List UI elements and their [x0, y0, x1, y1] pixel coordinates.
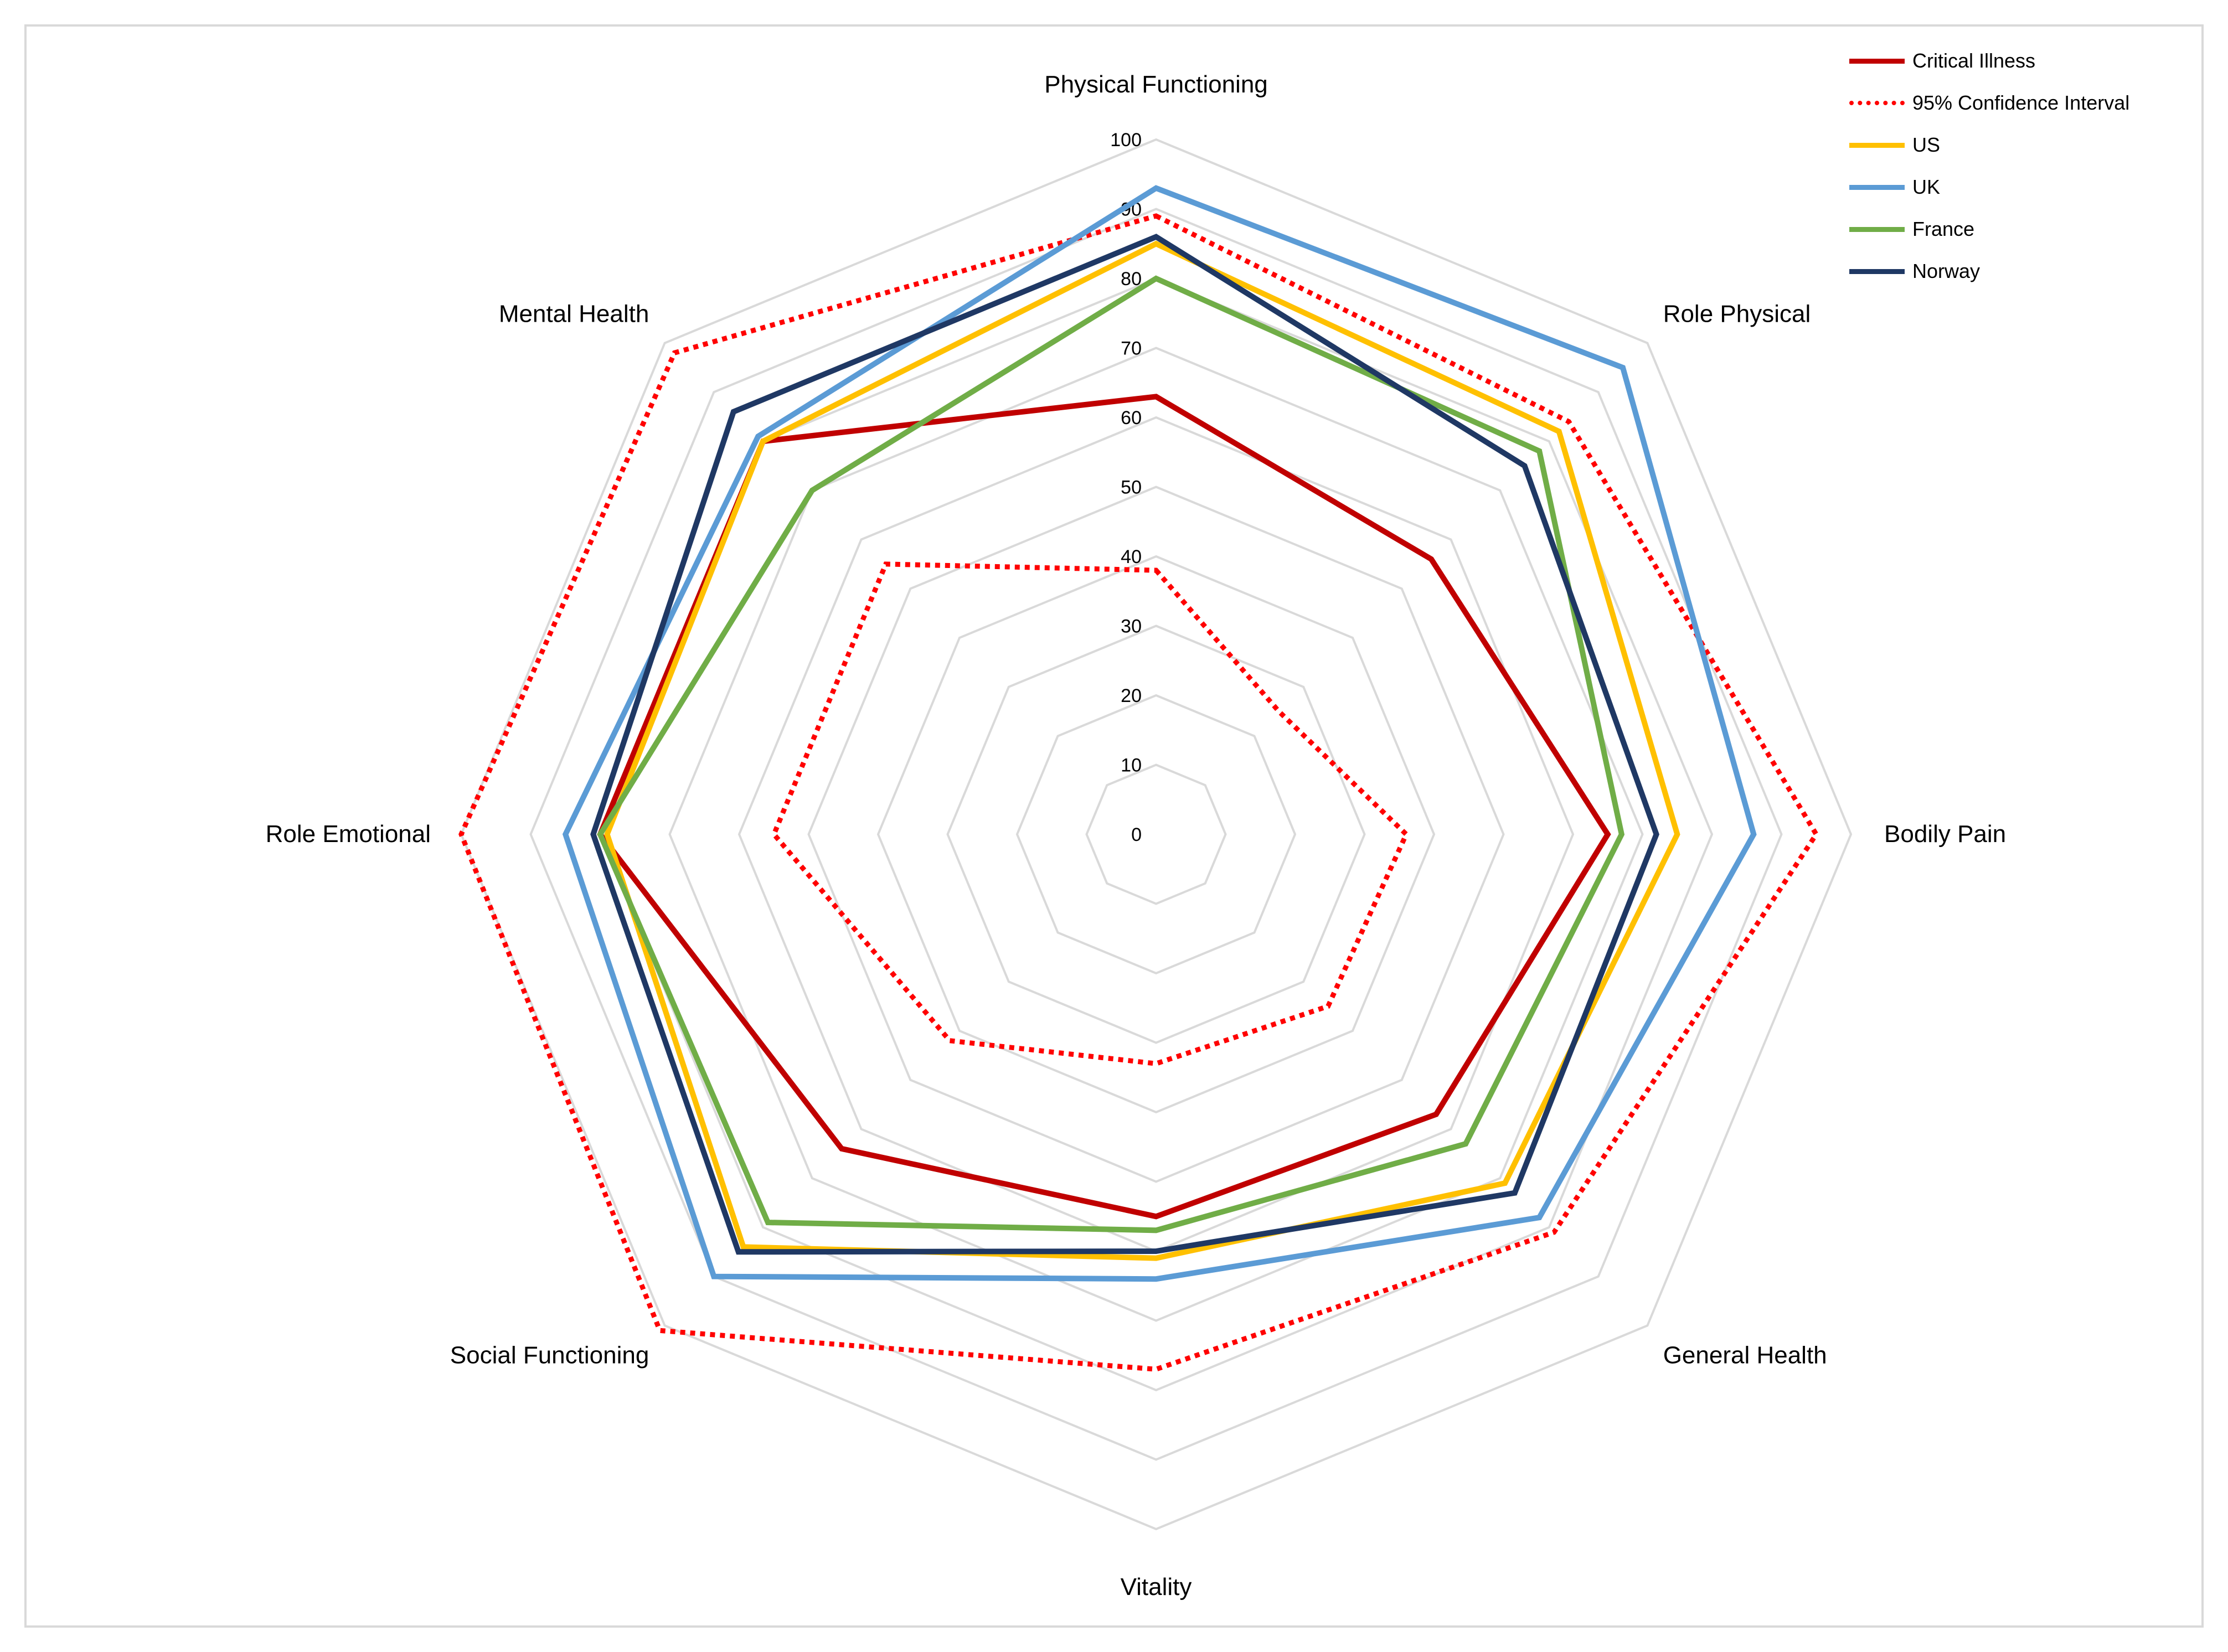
- radar-series: [458, 185, 1819, 1372]
- legend-swatch-us: [1849, 142, 1905, 148]
- axis-label-role-emotional: Role Emotional: [266, 820, 431, 848]
- grid-ring-30: [946, 624, 1366, 1044]
- legend-swatch-norway: [1849, 269, 1905, 274]
- axis-label-mental-health: Mental Health: [499, 300, 649, 327]
- legend-item-95-confidence-interval: 95% Confidence Interval: [1849, 82, 2204, 124]
- axis-label-role-physical: Role Physical: [1663, 300, 1811, 327]
- grid-ring-90: [529, 208, 1783, 1461]
- legend-label: France: [1912, 218, 1975, 240]
- legend-swatch-95-confidence-interval: [1849, 101, 1905, 105]
- tick-label-70: 70: [1121, 338, 1142, 359]
- tick-label-10: 10: [1121, 755, 1142, 776]
- legend-label: Norway: [1912, 260, 1981, 282]
- grid-ring-70: [668, 347, 1644, 1322]
- legend-label: 95% Confidence Interval: [1912, 91, 2130, 114]
- tick-label-100: 100: [1110, 130, 1142, 151]
- tick-label-20: 20: [1121, 685, 1142, 706]
- tick-label-80: 80: [1121, 269, 1142, 290]
- tick-label-60: 60: [1121, 407, 1142, 429]
- legend-item-norway: Norway: [1849, 250, 2204, 292]
- tick-label-50: 50: [1121, 477, 1142, 498]
- grid-ring-20: [1015, 694, 1297, 975]
- chart-area: [24, 24, 2204, 1628]
- axis-labels: Physical Functioning Role Physical Bodily …: [266, 71, 2007, 1601]
- grid-ring-100: [460, 138, 1853, 1531]
- grid-ring-50: [807, 486, 1505, 1183]
- legend: Critical Illness 95% Confidence Interval U…: [1849, 40, 2204, 292]
- legend-label: US: [1912, 133, 1941, 156]
- series-95-confidence-interval-upper: [458, 213, 1819, 1372]
- legend-item-uk: UK: [1849, 166, 2204, 208]
- axis-label-physical-functioning: Physical Functioning: [1044, 71, 1268, 98]
- legend-swatch-critical-illness: [1849, 58, 1905, 64]
- series-us: [604, 240, 1680, 1261]
- legend-label: UK: [1912, 175, 1941, 198]
- legend-label: Critical Illness: [1912, 49, 2036, 72]
- grid-ring-40: [876, 555, 1436, 1114]
- axis-label-general-health: General Health: [1663, 1342, 1827, 1369]
- legend-swatch-france: [1849, 226, 1905, 232]
- grid-ring-10: [1085, 763, 1227, 905]
- axis-label-vitality: Vitality: [1121, 1573, 1192, 1601]
- legend-item-us: US: [1849, 124, 2204, 166]
- radar-grid: [460, 138, 1853, 1531]
- grid-ring-60: [737, 416, 1575, 1253]
- series-95-confidence-interval: [771, 561, 1410, 1066]
- tick-label-0: 0: [1131, 824, 1142, 845]
- legend-item-critical-illness: Critical Illness: [1849, 40, 2204, 82]
- tick-label-40: 40: [1121, 546, 1142, 567]
- tick-label-30: 30: [1121, 616, 1142, 637]
- axis-label-social-functioning: Social Functioning: [450, 1342, 649, 1369]
- series-norway: [590, 234, 1659, 1255]
- axis-label-bodily-pain: Bodily Pain: [1884, 820, 2006, 848]
- series-uk: [562, 185, 1757, 1282]
- legend-swatch-uk: [1849, 184, 1905, 190]
- legend-item-france: France: [1849, 208, 2204, 250]
